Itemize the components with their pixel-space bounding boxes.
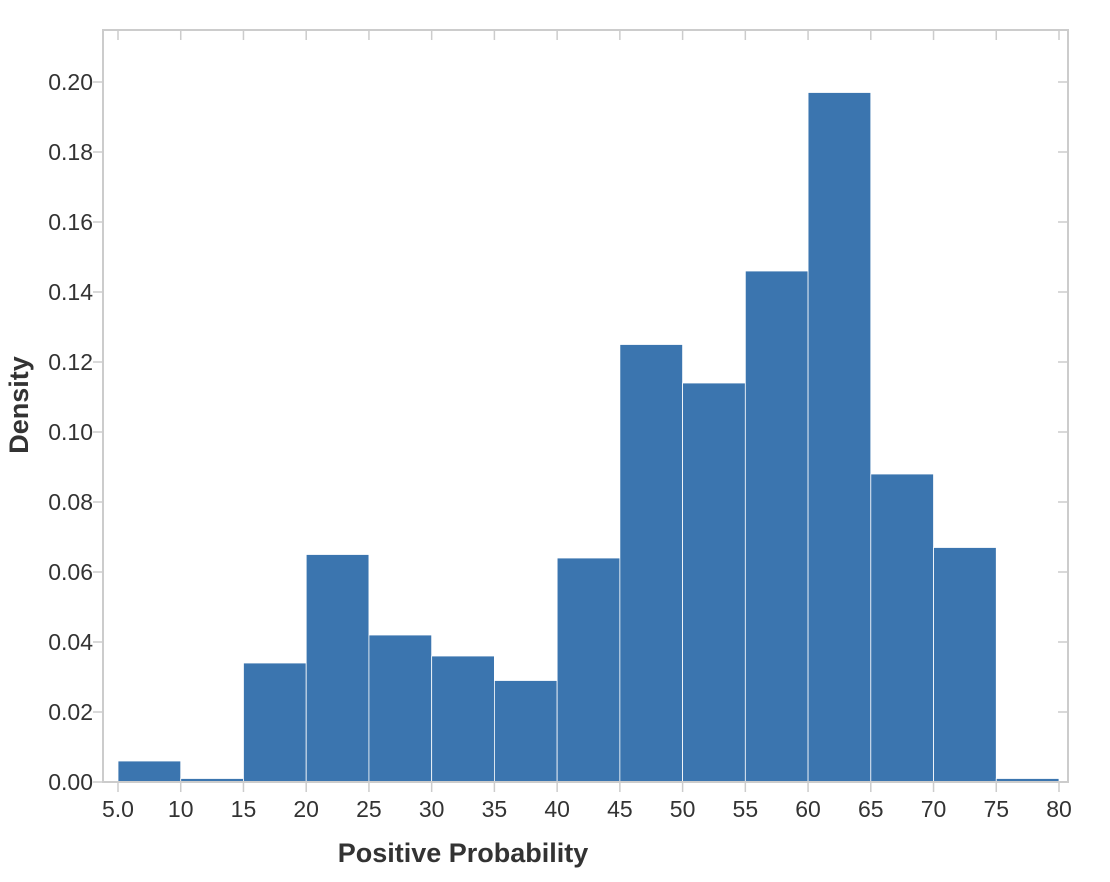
tick-labels-layer: 5.0 10 15 20 25 30 35 40 45 50 55 60 65 70 75 80 0.00 0.0… — [48, 69, 1072, 822]
x-tick-label: 75 — [983, 796, 1009, 822]
x-tick-label: 80 — [1046, 796, 1072, 822]
y-tick-label: 0.04 — [48, 629, 93, 655]
x-axis-title: Positive Probability — [338, 838, 589, 868]
x-tick-label: 50 — [670, 796, 696, 822]
ticks-layer — [93, 30, 1068, 792]
x-tick-label: 55 — [733, 796, 759, 822]
histogram-bar — [744, 270, 809, 783]
y-tick-label: 0.20 — [48, 69, 93, 95]
x-tick-label: 65 — [858, 796, 884, 822]
histogram-bar — [431, 655, 495, 783]
y-tick-label: 0.06 — [48, 559, 93, 585]
y-tick-label: 0.10 — [48, 419, 93, 445]
histogram-bar — [619, 344, 683, 783]
y-tick-label: 0.14 — [48, 279, 93, 305]
x-tick-label: 25 — [356, 796, 382, 822]
x-tick-label: 45 — [607, 796, 633, 822]
x-tick-label: 20 — [293, 796, 319, 822]
x-tick-label: 35 — [482, 796, 508, 822]
x-tick-label: 15 — [231, 796, 257, 822]
y-tick-label: 0.08 — [48, 489, 93, 515]
y-tick-label: 0.18 — [48, 139, 93, 165]
y-tick-label: 0.12 — [48, 349, 93, 375]
histogram-bar — [682, 382, 746, 783]
x-tick-label: 40 — [544, 796, 570, 822]
y-axis-title: Density — [4, 356, 34, 454]
histogram-bar — [933, 547, 997, 783]
x-tick-label: 5.0 — [102, 796, 134, 822]
histogram-bar — [870, 473, 934, 783]
plot-frame — [102, 29, 1069, 783]
histogram-bar — [556, 557, 621, 783]
bars-layer — [117, 92, 1060, 783]
x-tick-label: 70 — [921, 796, 947, 822]
x-tick-label: 60 — [795, 796, 821, 822]
histogram-bar — [807, 92, 872, 783]
histogram-bar — [117, 760, 182, 783]
histogram-bar — [368, 634, 433, 783]
histogram-bar — [305, 554, 370, 783]
x-tick-label: 10 — [168, 796, 194, 822]
y-tick-label: 0.00 — [48, 769, 93, 795]
histogram-bar — [243, 662, 307, 783]
x-tick-label: 30 — [419, 796, 445, 822]
y-tick-label: 0.02 — [48, 699, 93, 725]
y-tick-label: 0.16 — [48, 209, 93, 235]
histogram-bar — [493, 680, 558, 783]
